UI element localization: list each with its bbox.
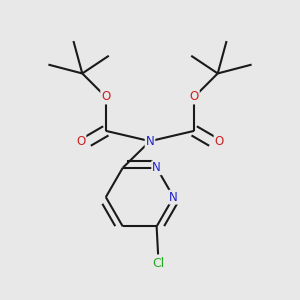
Text: O: O [101,91,110,103]
Text: O: O [190,91,199,103]
Text: Cl: Cl [152,257,164,270]
Text: O: O [76,135,86,148]
Text: N: N [146,135,154,148]
Text: O: O [214,135,224,148]
Text: N: N [152,161,161,174]
Text: N: N [169,190,178,204]
